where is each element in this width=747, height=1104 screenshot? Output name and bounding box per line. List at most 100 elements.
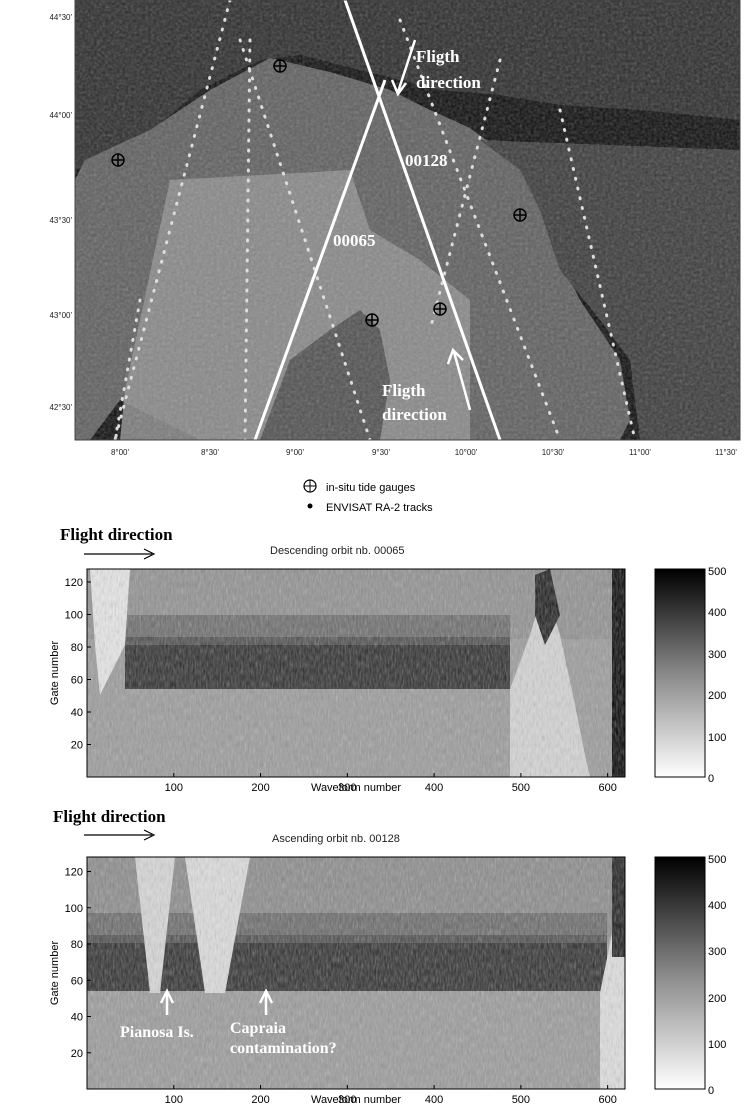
y-tick-label: 60 bbox=[71, 675, 83, 687]
envisat-highlighted-tracks bbox=[253, 0, 502, 440]
chart2-flight-header: Flight direction bbox=[53, 807, 166, 826]
lat-label: 43°00' bbox=[49, 311, 72, 320]
y-tick-label: 40 bbox=[71, 1012, 83, 1024]
flight-label-bottom-1: Fligth bbox=[382, 381, 426, 400]
x-tick-label: 400 bbox=[425, 1094, 443, 1104]
cbar-tick: 400 bbox=[708, 607, 726, 619]
tide-gauge-2 bbox=[111, 153, 125, 167]
y-tick-label: 100 bbox=[65, 610, 83, 622]
y-tick-label: 120 bbox=[65, 867, 83, 879]
chart2-title: Ascending orbit nb. 00128 bbox=[272, 833, 400, 845]
satellite-map: Fligth direction 00128 00065 Fligth dire… bbox=[49, 0, 741, 457]
lon-label: 11°30' bbox=[715, 448, 737, 457]
legend-gauges: in-situ tide gauges bbox=[302, 478, 415, 497]
map-frame bbox=[74, 0, 741, 441]
x-tick-label: 500 bbox=[512, 1094, 530, 1104]
tide-gauge-5 bbox=[433, 302, 447, 316]
chart1: 500 400 300 200 100 0 100 200 300 400 500 600… bbox=[49, 566, 726, 794]
flight-label-bottom-2: direction bbox=[382, 405, 447, 424]
cbar-tick: 200 bbox=[708, 993, 726, 1005]
y-tick-label: 60 bbox=[71, 975, 83, 987]
chart2-y-ticks: 20 40 60 80 100 120 bbox=[65, 867, 91, 1060]
y-tick-label: 20 bbox=[71, 740, 83, 752]
cbar-tick: 200 bbox=[708, 690, 726, 702]
lon-label: 10°00' bbox=[455, 448, 478, 457]
y-tick-label: 120 bbox=[65, 577, 83, 589]
annotation-contamination: contamination? bbox=[230, 1040, 337, 1057]
x-tick-label: 200 bbox=[251, 1094, 269, 1104]
chart2-heatmap bbox=[87, 857, 625, 1089]
x-tick-label: 200 bbox=[251, 782, 269, 794]
chart2-colorbar bbox=[654, 856, 706, 1090]
chart1-ylabel: Gate number bbox=[49, 641, 61, 706]
tide-gauge-1 bbox=[273, 59, 287, 73]
annotation-capraia: Capraia bbox=[230, 1020, 286, 1037]
x-tick-label: 100 bbox=[165, 782, 183, 794]
cbar-tick: 500 bbox=[708, 566, 726, 578]
lon-label: 8°30' bbox=[201, 448, 220, 457]
y-tick-label: 80 bbox=[71, 939, 83, 951]
x-tick-label: 300 bbox=[338, 1094, 356, 1104]
chart2-xlabel: Waveform number bbox=[311, 1094, 401, 1104]
chart1-y-ticks: 20 40 60 80 100 120 bbox=[65, 577, 91, 752]
x-tick-label: 100 bbox=[165, 1094, 183, 1104]
chart1-heatmap bbox=[87, 569, 625, 777]
lon-label: 9°30' bbox=[372, 448, 391, 457]
chart1-colorbar-ticks: 500 400 300 200 100 0 bbox=[708, 566, 726, 785]
lat-label: 44°30' bbox=[49, 13, 72, 22]
track-label-00128: 00128 bbox=[405, 151, 448, 170]
lon-label: 9°00' bbox=[286, 448, 305, 457]
chart2-annotation-arrows bbox=[159, 988, 274, 1015]
chart1-x-ticks: 100 200 300 400 500 600 bbox=[165, 773, 617, 794]
legend-tracks-label: ENVISAT RA-2 tracks bbox=[326, 501, 433, 514]
flight-label-top-2: direction bbox=[416, 73, 481, 92]
annotation-pianosa: Pianosa Is. bbox=[120, 1024, 194, 1041]
x-tick-label: 600 bbox=[598, 782, 616, 794]
lon-label: 10°30' bbox=[542, 448, 565, 457]
x-tick-label: 500 bbox=[512, 782, 530, 794]
lat-label: 42°30' bbox=[49, 403, 72, 412]
legend-gauges-label: in-situ tide gauges bbox=[326, 481, 416, 494]
chart2: Pianosa Is. Capraia contamination? 500 4… bbox=[49, 854, 726, 1104]
chart2-x-ticks: 100 200 300 400 500 600 bbox=[165, 1085, 617, 1104]
chart2-ylabel: Gate number bbox=[49, 941, 61, 1006]
lon-label: 11°00' bbox=[629, 448, 651, 457]
y-tick-label: 100 bbox=[65, 903, 83, 915]
cbar-tick: 300 bbox=[708, 649, 726, 661]
legend-tracks: ENVISAT RA-2 tracks bbox=[302, 500, 433, 515]
tide-gauge-4 bbox=[365, 313, 379, 327]
chart1-colorbar bbox=[654, 568, 706, 778]
cbar-tick: 0 bbox=[708, 773, 714, 785]
flight-arrows bbox=[390, 39, 472, 411]
chart2-flight-arrow bbox=[84, 829, 156, 841]
x-tick-label: 600 bbox=[598, 1094, 616, 1104]
chart1-flight-header: Flight direction bbox=[60, 525, 173, 544]
tide-gauge-icon bbox=[302, 478, 318, 497]
track-dot-icon bbox=[302, 500, 318, 515]
lat-label: 43°30' bbox=[49, 216, 72, 225]
cbar-tick: 0 bbox=[708, 1085, 714, 1097]
y-tick-label: 80 bbox=[71, 642, 83, 654]
tide-gauge-markers bbox=[111, 59, 527, 327]
y-tick-label: 20 bbox=[71, 1048, 83, 1060]
chart1-flight-arrow bbox=[84, 548, 156, 560]
chart1-xlabel: Waveform number bbox=[311, 782, 401, 794]
lat-labels: 44°30' 44°00' 43°30' 43°00' 42°30' bbox=[49, 13, 72, 412]
lon-label: 8°00' bbox=[111, 448, 130, 457]
cbar-tick: 100 bbox=[708, 1039, 726, 1051]
cbar-tick: 300 bbox=[708, 946, 726, 958]
cbar-tick: 500 bbox=[708, 854, 726, 866]
y-tick-label: 40 bbox=[71, 707, 83, 719]
lon-labels: 8°00' 8°30' 9°00' 9°30' 10°00' 10°30' 11… bbox=[111, 448, 737, 457]
x-tick-label: 300 bbox=[338, 782, 356, 794]
x-tick-label: 400 bbox=[425, 782, 443, 794]
lat-label: 44°00' bbox=[49, 111, 72, 120]
track-label-00065: 00065 bbox=[333, 231, 376, 250]
cbar-tick: 400 bbox=[708, 900, 726, 912]
chart1-title: Descending orbit nb. 00065 bbox=[270, 545, 405, 557]
cbar-tick: 100 bbox=[708, 732, 726, 744]
chart2-colorbar-ticks: 500 400 300 200 100 0 bbox=[708, 854, 726, 1097]
flight-label-top-1: Fligth bbox=[416, 47, 460, 66]
tide-gauge-3 bbox=[513, 208, 527, 222]
envisat-dotted-tracks bbox=[113, 0, 637, 440]
